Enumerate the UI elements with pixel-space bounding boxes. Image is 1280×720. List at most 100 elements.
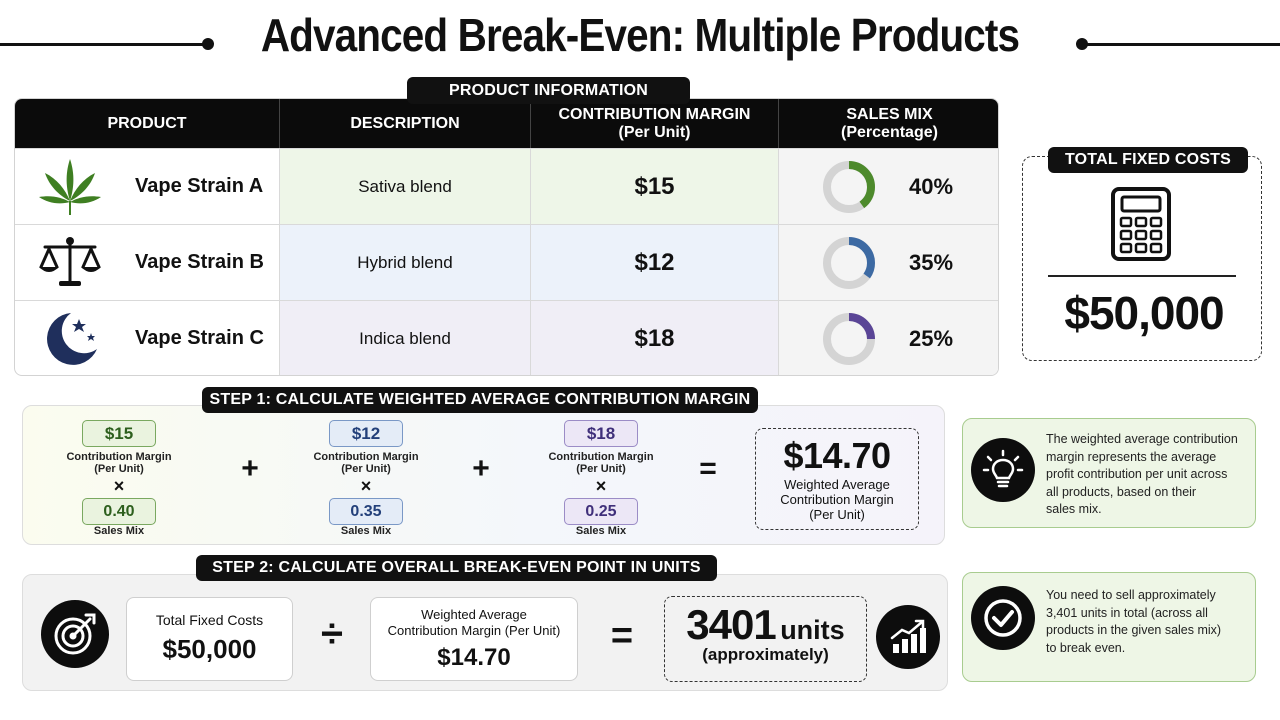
- break-even-result-box: 3401 units (approximately): [664, 596, 867, 682]
- header-description: DESCRIPTION: [280, 99, 531, 148]
- weighted-average-note: The weighted average contribution margin…: [962, 418, 1256, 528]
- scales-icon: [39, 237, 101, 286]
- break-even-note-text: You need to sell approximately 3,401 uni…: [1046, 587, 1256, 657]
- product-table: PRODUCT DESCRIPTION CONTRIBUTION MARGIN …: [14, 98, 999, 376]
- description-cell: Hybrid blend: [280, 225, 531, 300]
- step2-wacm-label: Weighted Average Contribution Margin (Pe…: [371, 607, 577, 639]
- step2-fixed-costs-value: $50,000: [162, 634, 257, 664]
- step1-cm-label-c: Contribution Margin (Per Unit): [532, 451, 670, 475]
- cm-label: Contribution Margin: [66, 451, 172, 463]
- lightbulb-icon-badge: [971, 438, 1035, 502]
- multiply-sign: ×: [595, 476, 607, 496]
- break-even-note: You need to sell approximately 3,401 uni…: [962, 572, 1256, 682]
- note-line: You need to sell approximately: [1046, 588, 1216, 602]
- sales-mix-percent: 40%: [909, 173, 954, 199]
- plus-sign: +: [472, 452, 490, 485]
- note-line: margin represents the average: [1046, 449, 1217, 464]
- step2-fixed-costs-label: Total Fixed Costs: [155, 612, 264, 628]
- header-sales-mix: SALES MIX (Percentage): [779, 99, 998, 148]
- sales-mix-cell: 25%: [779, 301, 998, 375]
- description-cell: Sativa blend: [280, 149, 531, 224]
- cm-sublabel: (Per Unit): [576, 463, 626, 475]
- product-information-tag: PRODUCT INFORMATION: [407, 77, 690, 104]
- page-title: Advanced Break-Even: Multiple Products: [260, 9, 1020, 61]
- step1-cm-a: $15: [82, 420, 156, 447]
- contribution-margin-cell: $12: [531, 225, 779, 300]
- result-label-line1: Weighted Average: [784, 477, 890, 492]
- cannabis-leaf-icon: [39, 159, 101, 215]
- header-mix-sublabel: (Percentage): [841, 123, 938, 141]
- weighted-average-cm-label: Weighted Average Contribution Margin (Pe…: [756, 477, 918, 522]
- donut-segment: [823, 313, 875, 365]
- equals-sign: =: [610, 615, 634, 657]
- weighted-average-note-text: The weighted average contribution margin…: [1046, 431, 1256, 519]
- product-name: Vape Strain B: [135, 251, 264, 273]
- sales-mix-cell: 35%: [779, 225, 998, 300]
- donut-segment: [823, 237, 875, 289]
- step1-cm-label-b: Contribution Margin (Per Unit): [297, 451, 435, 475]
- description-cell: Indica blend: [280, 301, 531, 375]
- step1-cm-b: $12: [329, 420, 403, 447]
- multiply-sign: ×: [360, 476, 372, 496]
- weighted-average-cm-value: $14.70: [783, 435, 891, 476]
- header-cm-sublabel: (Per Unit): [618, 123, 691, 141]
- break-even-units-label: units: [780, 615, 845, 645]
- note-line: sales mix.: [1046, 502, 1102, 516]
- wacm-label-line2: Contribution Margin (Per Unit): [387, 623, 561, 638]
- moon-stars-icon: [47, 313, 97, 365]
- checkmark-icon-badge: [971, 586, 1035, 650]
- lightbulb-icon: [982, 449, 1024, 488]
- break-even-units-number: 3401: [686, 601, 776, 648]
- step2-fixed-costs-box: Total Fixed Costs $50,000: [126, 597, 293, 681]
- fixed-costs-divider: [1048, 275, 1236, 277]
- step1-cm-c: $18: [564, 420, 638, 447]
- title-rule-left-dot: [202, 38, 214, 50]
- title-rule-left: [0, 43, 206, 46]
- sales-mix-donut: [823, 161, 875, 213]
- equals-sign: =: [699, 452, 717, 485]
- step2-tag: STEP 2: CALCULATE OVERALL BREAK-EVEN POI…: [196, 555, 717, 581]
- target-icon-badge: [41, 600, 109, 668]
- step1-mix-b: 0.35: [329, 498, 403, 525]
- sales-mix-donut: [823, 237, 875, 289]
- sales-mix-label: Sales Mix: [575, 525, 627, 537]
- note-line: 3,401 units in total (across all: [1046, 605, 1208, 620]
- note-line: products in the given sales mix): [1046, 623, 1222, 637]
- result-label-line2: Contribution Margin: [780, 492, 894, 507]
- sales-mix-cell: 40%: [779, 149, 998, 224]
- total-fixed-costs-value: $50,000: [1064, 287, 1224, 339]
- header-mix-label: SALES MIX: [846, 105, 933, 123]
- step1-cm-label-a: Contribution Margin (Per Unit): [50, 451, 188, 475]
- sales-mix-label: Sales Mix: [340, 525, 392, 537]
- note-line: profit contribution per unit across: [1046, 467, 1228, 481]
- header-cm-label: CONTRIBUTION MARGIN: [558, 105, 751, 123]
- product-cell: Vape Strain A: [15, 149, 280, 224]
- donut-segment: [823, 161, 875, 213]
- step1-tag: STEP 1: CALCULATE WEIGHTED AVERAGE CONTR…: [202, 387, 758, 413]
- note-line: The weighted average contribution: [1046, 432, 1238, 446]
- contribution-margin-cell: $18: [531, 301, 779, 375]
- product-name: Vape Strain C: [135, 327, 264, 349]
- cm-label: Contribution Margin: [548, 451, 654, 463]
- step2-wacm-box: Weighted Average Contribution Margin (Pe…: [370, 597, 578, 681]
- cm-sublabel: (Per Unit): [94, 463, 144, 475]
- cm-label: Contribution Margin: [313, 451, 419, 463]
- table-row: Vape Strain A Sativa blend $15 40%: [15, 148, 998, 224]
- header-description-label: DESCRIPTION: [350, 114, 460, 132]
- note-line: all products, based on their: [1046, 484, 1197, 499]
- sales-mix-donut: [823, 313, 875, 365]
- multiply-sign: ×: [113, 476, 125, 496]
- total-fixed-costs-tag: TOTAL FIXED COSTS: [1048, 147, 1248, 173]
- product-cell: Vape Strain B: [15, 225, 280, 300]
- growth-chart-icon-badge: [876, 605, 940, 669]
- checkmark-icon: [984, 599, 1022, 637]
- break-even-approx-note: (approximately): [702, 645, 829, 664]
- result-label-line3: (Per Unit): [809, 507, 865, 522]
- step1-mix-a: 0.40: [82, 498, 156, 525]
- step2-wacm-value: $14.70: [437, 644, 511, 671]
- table-row: Vape Strain B Hybrid blend $12 35%: [15, 224, 998, 300]
- sales-mix-percent: 25%: [909, 325, 954, 351]
- product-name: Vape Strain A: [135, 175, 264, 197]
- contribution-margin-cell: $15: [531, 149, 779, 224]
- calculator-icon: [1111, 187, 1171, 261]
